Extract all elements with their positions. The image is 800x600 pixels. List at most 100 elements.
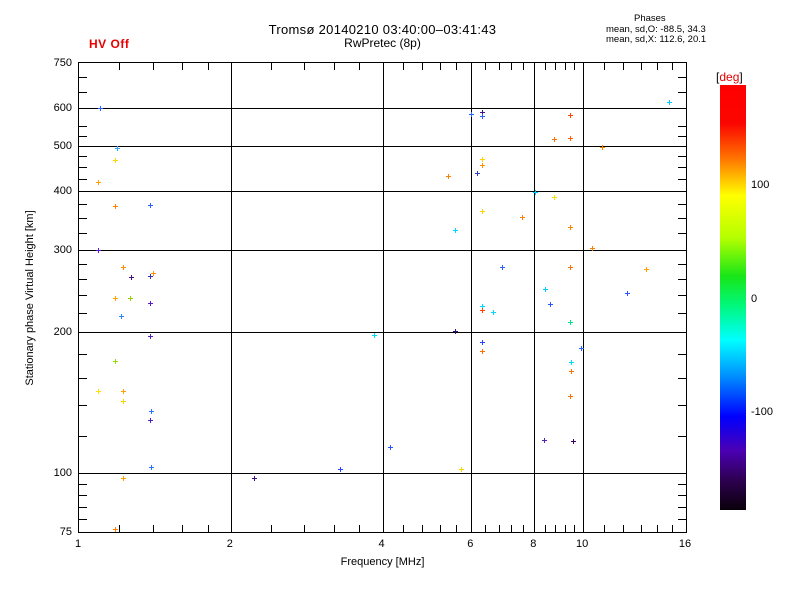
x-minor-tick (403, 525, 405, 532)
gridline-vertical (534, 63, 536, 532)
data-point (480, 114, 486, 120)
x-minor-tick (304, 63, 306, 70)
y-minor-tick (79, 278, 87, 280)
data-point (490, 309, 496, 315)
gridline-horizontal (79, 332, 686, 334)
data-point (568, 369, 574, 375)
data-point (480, 304, 486, 310)
plot-subtitle: RwPretec (8p) (344, 36, 421, 50)
x-minor-tick (118, 525, 120, 532)
x-minor-tick (498, 63, 500, 70)
data-point (541, 437, 547, 443)
data-point (113, 157, 119, 163)
x-minor-tick (333, 63, 335, 70)
y-minor-tick (79, 436, 87, 438)
data-point (578, 346, 584, 352)
data-point (113, 358, 119, 364)
data-point (149, 465, 155, 471)
x-minor-tick (439, 525, 441, 532)
phases-summary: Phases mean, sd,O: -88.5, 34.3 mean, sd,… (606, 13, 707, 46)
data-point (147, 417, 153, 423)
gridline-horizontal (79, 473, 686, 475)
y-minor-tick (678, 218, 686, 220)
y-minor-tick (79, 92, 87, 94)
x-minor-tick (403, 63, 405, 70)
data-point (147, 274, 153, 280)
hv-status: HV Off (89, 37, 130, 51)
data-point (474, 171, 480, 177)
y-minor-tick (678, 233, 686, 235)
x-minor-tick (564, 525, 566, 532)
gridline-vertical (583, 63, 585, 532)
data-point (568, 320, 574, 326)
data-point (479, 157, 485, 163)
x-minor-tick (207, 525, 209, 532)
gridline-horizontal (79, 249, 686, 251)
data-point (666, 100, 672, 106)
x-minor-tick (304, 525, 306, 532)
y-minor-tick (678, 278, 686, 280)
data-point (519, 215, 525, 221)
x-minor-tick (485, 63, 487, 70)
y-minor-tick (678, 404, 686, 406)
colorbar-unit-label: [deg] (716, 70, 743, 84)
data-point (149, 408, 155, 414)
data-point (567, 265, 573, 271)
x-tick-label: 16 (678, 538, 692, 550)
data-point (568, 394, 574, 400)
data-point (469, 111, 475, 117)
data-point (480, 308, 486, 314)
data-point (571, 439, 577, 445)
data-point (567, 113, 573, 119)
plot-area (78, 62, 687, 533)
data-point (567, 224, 573, 230)
y-minor-tick (678, 126, 686, 128)
colorbar-bracket-open: [ (716, 70, 720, 84)
phases-mean-x-mode: mean, sd,X: 112.6, 20.1 (606, 34, 707, 45)
y-minor-tick (79, 77, 87, 79)
x-minor-tick (181, 525, 183, 532)
colorbar-gradient (720, 85, 746, 510)
x-minor-tick (603, 63, 605, 70)
x-minor-tick (333, 525, 335, 532)
y-minor-tick (678, 204, 686, 206)
x-minor-tick (623, 525, 625, 532)
y-minor-tick (79, 135, 87, 137)
gridline-horizontal (79, 145, 686, 147)
data-point (445, 173, 451, 179)
y-minor-tick (79, 178, 87, 180)
data-point (113, 295, 119, 301)
y-minor-tick (678, 494, 686, 496)
x-minor-tick (640, 63, 642, 70)
data-point (480, 208, 486, 214)
x-tick-label: 10 (575, 538, 589, 550)
y-tick-label: 750 (53, 57, 72, 69)
y-minor-tick (678, 156, 686, 158)
data-point (552, 137, 558, 143)
x-minor-tick (623, 63, 625, 70)
y-minor-tick (79, 126, 87, 128)
x-minor-tick (656, 63, 658, 70)
x-minor-tick (359, 525, 361, 532)
y-tick-label: 600 (53, 102, 72, 115)
data-point (120, 388, 126, 394)
x-minor-tick (152, 63, 154, 70)
y-minor-tick (79, 518, 87, 520)
y-minor-tick (678, 436, 686, 438)
colorbar-tick-label: 0 (751, 292, 758, 305)
data-point (118, 313, 124, 319)
y-minor-tick (678, 506, 686, 508)
y-tick-label: 400 (53, 185, 72, 198)
gridline-vertical (471, 63, 473, 532)
y-minor-tick (678, 178, 686, 180)
data-point (251, 475, 257, 481)
x-tick-label: 8 (530, 538, 537, 550)
gridline-horizontal (79, 108, 686, 110)
data-point (147, 334, 153, 340)
data-point (542, 287, 548, 293)
data-point (120, 265, 126, 271)
data-point (459, 467, 465, 473)
y-tick-label: 300 (53, 243, 72, 256)
colorbar-tick-labels: 100 0 -100 (751, 85, 796, 510)
y-minor-tick (678, 312, 686, 314)
